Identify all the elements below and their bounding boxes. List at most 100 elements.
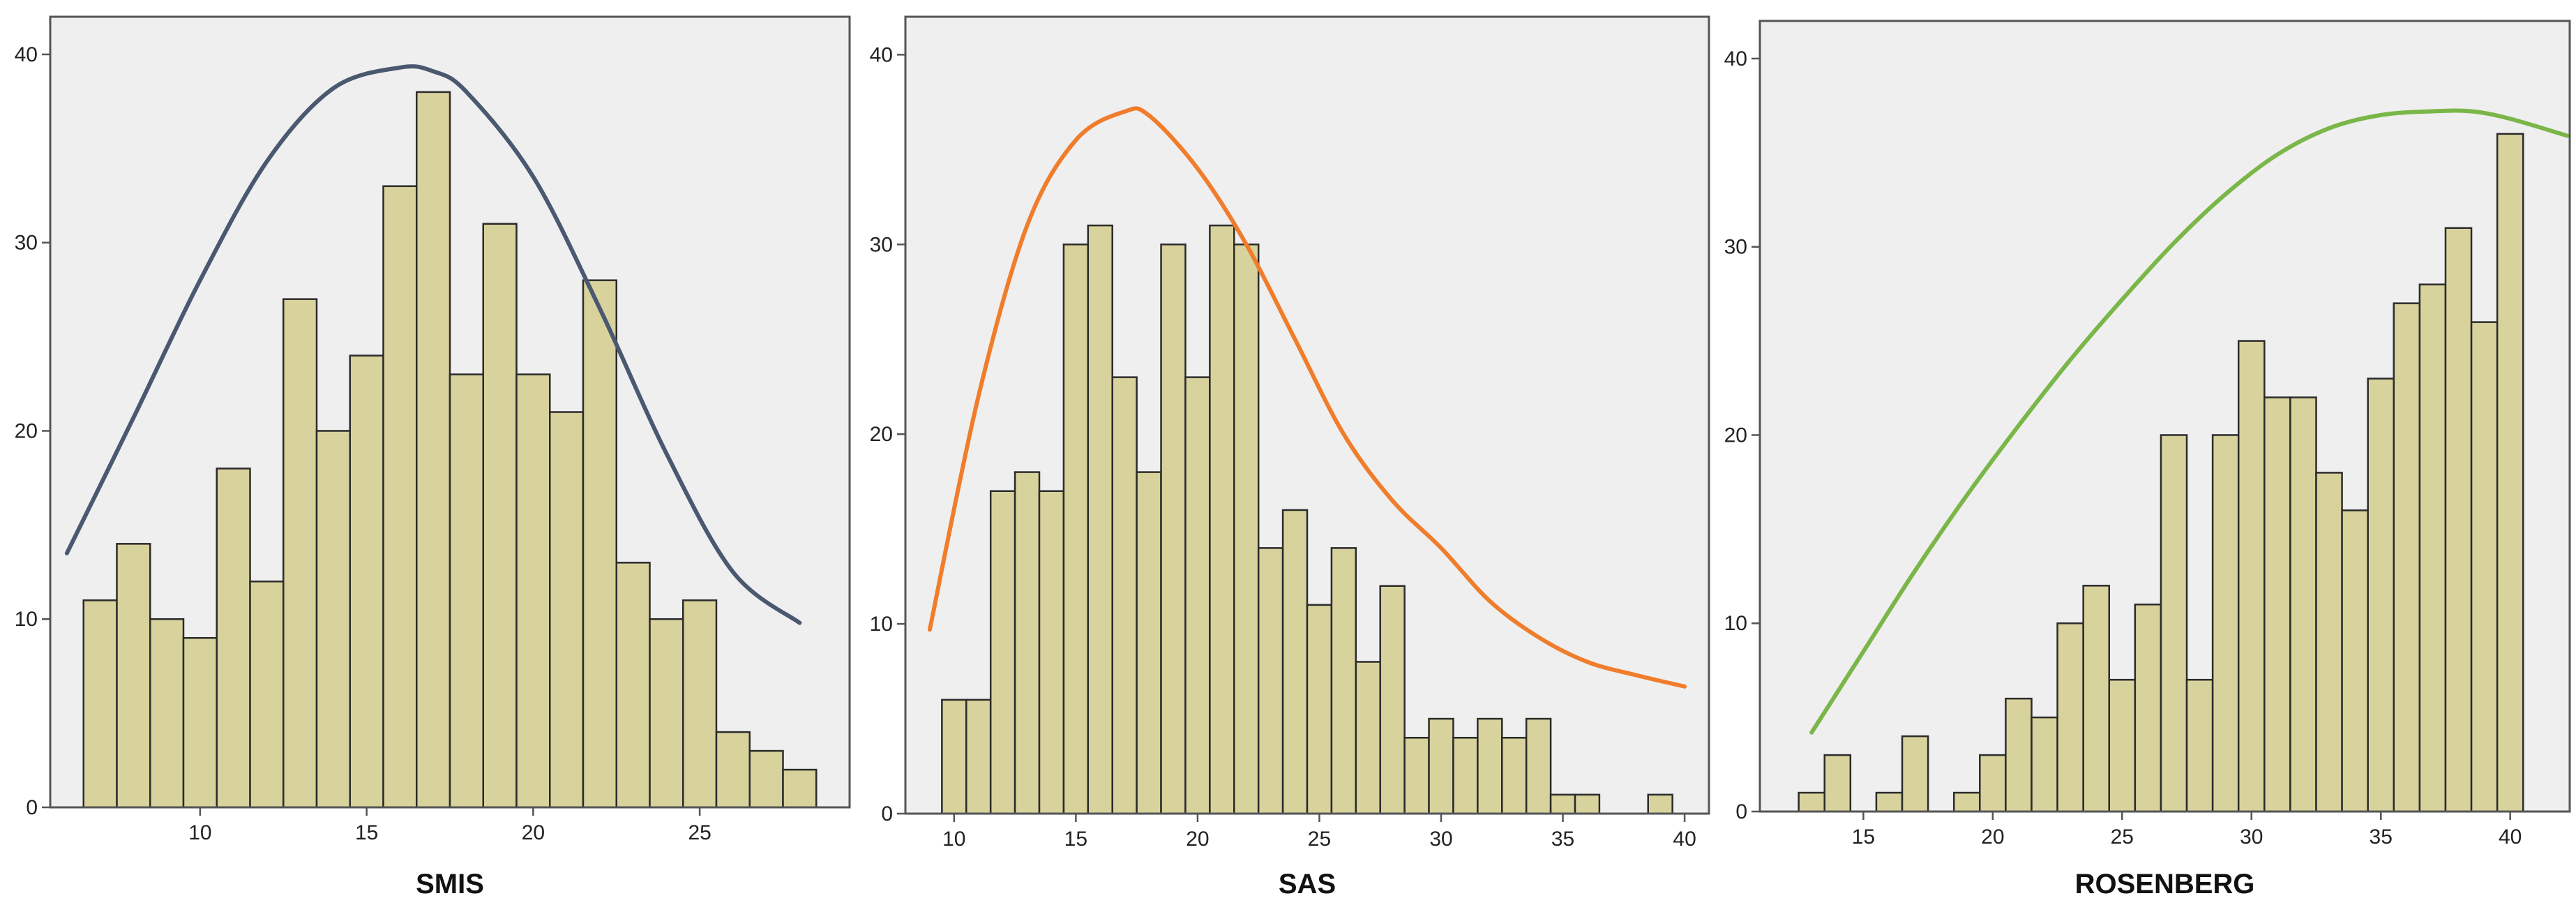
rosenberg-x-tick-label: 25	[2111, 825, 2134, 849]
rosenberg-bar-12	[2160, 434, 2188, 813]
smis-bar-6	[283, 298, 318, 809]
smis-x-tick-label: 25	[688, 821, 711, 844]
rosenberg-bar-6	[2005, 697, 2033, 813]
rosenberg-y-tick-label: 20	[1724, 424, 1747, 447]
rosenberg-bar-7	[2031, 716, 2058, 813]
rosenberg-bar-14	[2211, 434, 2240, 813]
sas-y-tick-label: 10	[870, 613, 893, 636]
rosenberg-y-tick-label: 0	[1735, 800, 1747, 823]
smis-bar-11	[449, 373, 484, 809]
smis-bar-3	[182, 636, 218, 809]
rosenberg-histogram-panel: 0 10 20 30 40 15 20 25 30 35 40 ROSENBERG	[1724, 20, 2571, 899]
smis-bar-14	[549, 411, 585, 809]
sas-histogram-panel: 0 10 20 30 40 10 15 20 25 30 35 40 SAS	[870, 15, 1710, 899]
rosenberg-bar-2	[1875, 791, 1904, 813]
sas-bar-14	[1281, 509, 1309, 815]
rosenberg-normal-curve	[1809, 108, 2570, 735]
smis-bar-5	[249, 581, 285, 809]
sas-y-tick-label: 40	[870, 43, 893, 66]
rosenberg-y-tick-label: 40	[1724, 47, 1747, 70]
sas-bar-10	[1184, 376, 1211, 815]
sas-bar-6	[1087, 224, 1113, 815]
sas-x-tick-label: 10	[942, 828, 965, 851]
sas-bar-8	[1136, 471, 1162, 815]
sas-bar-24	[1525, 717, 1552, 815]
rosenberg-bar-9	[2082, 585, 2111, 813]
sas-bar-25	[1549, 793, 1576, 815]
sas-y-tick-label: 20	[870, 423, 893, 446]
sas-x-axis-title: SAS	[1279, 869, 1336, 899]
sas-x-tick-label: 35	[1551, 828, 1574, 851]
rosenberg-bar-13	[2185, 678, 2214, 813]
smis-bar-2	[149, 618, 185, 809]
rosenberg-bar-5	[1979, 754, 2007, 813]
smis-x-tick-label: 15	[355, 821, 378, 844]
rosenberg-bar-3	[1901, 735, 1929, 813]
smis-y-tick-label: 20	[15, 419, 38, 442]
rosenberg-y-tick-label: 10	[1724, 612, 1747, 635]
rosenberg-bar-15	[2237, 340, 2266, 813]
smis-histogram-panel: 0 10 20 30 40 10 15 20 25 SMIS	[15, 15, 851, 899]
sas-normal-curve	[927, 106, 1687, 689]
smis-bar-8	[349, 354, 384, 809]
smis-bar-10	[416, 91, 451, 809]
smis-plot-frame	[49, 15, 851, 809]
rosenberg-bar-23	[2444, 227, 2473, 813]
sas-bar-7	[1111, 376, 1138, 815]
sas-bar-3	[1014, 471, 1041, 815]
sas-bar-13	[1257, 547, 1284, 815]
smis-y-tick-label: 10	[15, 608, 38, 631]
smis-x-tick-label: 20	[522, 821, 545, 844]
smis-bar-17	[649, 618, 684, 809]
sas-bar-0	[941, 698, 967, 815]
rosenberg-bar-16	[2264, 396, 2291, 813]
smis-normal-curve	[64, 64, 802, 625]
sas-x-tick-label: 25	[1308, 828, 1331, 851]
rosenberg-bar-1	[1823, 754, 1852, 813]
rosenberg-bar-10	[2108, 678, 2137, 813]
rosenberg-x-tick-label: 15	[1852, 825, 1875, 849]
smis-bar-7	[315, 430, 351, 809]
rosenberg-x-tick-label: 30	[2240, 825, 2263, 849]
smis-bar-20	[748, 749, 784, 809]
rosenberg-bar-11	[2134, 604, 2162, 813]
smis-bar-18	[682, 599, 718, 809]
rosenberg-bar-18	[2315, 472, 2343, 813]
rosenberg-bar-25	[2496, 133, 2524, 813]
sas-x-tick-label: 15	[1064, 828, 1087, 851]
smis-bar-13	[515, 373, 551, 809]
rosenberg-x-tick-label: 20	[1981, 825, 2004, 849]
sas-bar-18	[1379, 585, 1406, 815]
sas-bar-2	[989, 490, 1016, 815]
rosenberg-bar-17	[2289, 396, 2317, 813]
sas-bar-26	[1574, 793, 1601, 815]
sas-bar-17	[1355, 661, 1381, 815]
rosenberg-bar-8	[2056, 622, 2084, 813]
smis-bar-4	[216, 468, 251, 809]
sas-bar-22	[1477, 717, 1503, 815]
sas-plot-frame	[904, 15, 1710, 815]
sas-bar-5	[1062, 244, 1090, 815]
smis-bar-1	[116, 543, 151, 809]
smis-bar-16	[615, 562, 651, 809]
rosenberg-x-tick-label: 35	[2370, 825, 2393, 849]
sas-bar-27	[1647, 793, 1673, 815]
rosenberg-plot-frame	[1758, 20, 2571, 813]
smis-y-tick-label: 40	[15, 43, 38, 66]
smis-bar-19	[715, 731, 751, 809]
rosenberg-x-axis-title: ROSENBERG	[2075, 869, 2255, 899]
sas-y-tick-label: 30	[870, 233, 893, 256]
smis-bar-9	[382, 185, 418, 809]
smis-bar-21	[782, 768, 818, 809]
rosenberg-bar-22	[2418, 283, 2447, 813]
sas-bar-23	[1501, 736, 1528, 815]
sas-bar-1	[965, 698, 992, 815]
sas-x-tick-label: 30	[1429, 828, 1452, 851]
sas-x-tick-label: 20	[1186, 828, 1209, 851]
sas-bar-4	[1038, 490, 1065, 815]
rosenberg-x-tick-label: 40	[2499, 825, 2522, 849]
sas-bar-11	[1209, 224, 1235, 815]
smis-x-axis-title: SMIS	[416, 869, 484, 899]
sas-bar-21	[1452, 736, 1479, 815]
